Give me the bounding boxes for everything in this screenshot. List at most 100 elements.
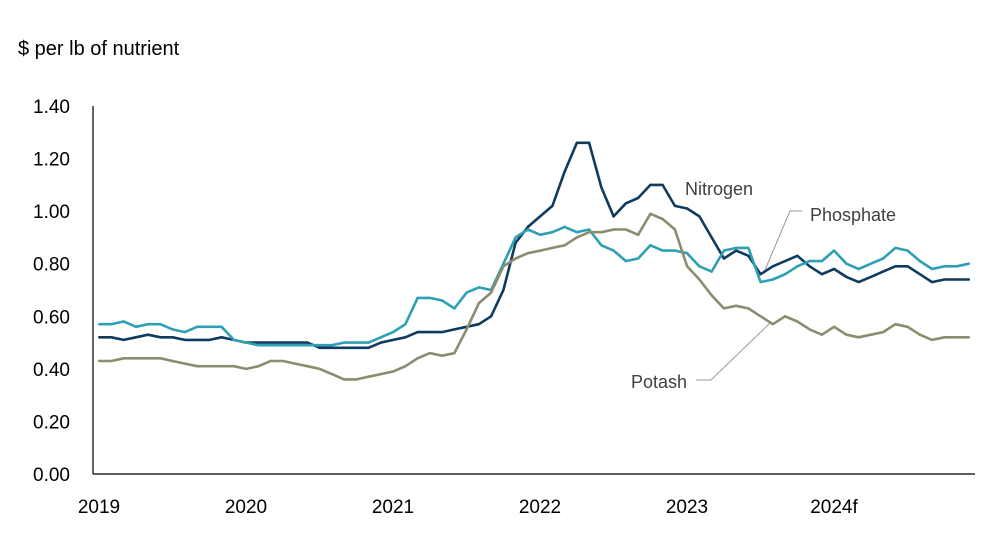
data-point-nitrogen bbox=[906, 265, 909, 268]
data-point-potash bbox=[318, 367, 321, 371]
data-point-potash bbox=[428, 351, 432, 355]
data-point-potash bbox=[722, 307, 726, 310]
data-point-nitrogen bbox=[845, 275, 848, 279]
data-point-potash bbox=[894, 323, 897, 326]
y-tick-label: 1.00 bbox=[33, 202, 70, 223]
data-point-phosphate bbox=[869, 262, 873, 265]
data-point-nitrogen bbox=[404, 336, 407, 339]
data-point-potash bbox=[783, 315, 787, 318]
data-point-potash bbox=[930, 338, 934, 342]
data-point-potash bbox=[734, 304, 738, 307]
data-point-potash bbox=[771, 323, 775, 326]
series-points-nitrogen bbox=[97, 141, 971, 349]
data-point-potash bbox=[710, 294, 713, 297]
data-point-nitrogen bbox=[428, 330, 432, 334]
data-point-potash bbox=[232, 365, 236, 368]
data-point-nitrogen bbox=[208, 338, 211, 342]
data-point-nitrogen bbox=[122, 338, 125, 342]
data-point-potash bbox=[159, 357, 162, 360]
data-point-nitrogen bbox=[391, 338, 395, 342]
data-point-phosphate bbox=[710, 270, 713, 273]
data-point-nitrogen bbox=[881, 270, 885, 273]
data-point-phosphate bbox=[845, 262, 848, 265]
data-point-phosphate bbox=[195, 325, 199, 328]
data-point-nitrogen bbox=[710, 236, 713, 239]
data-point-phosphate bbox=[416, 296, 419, 300]
series-points-potash bbox=[97, 212, 971, 381]
data-point-phosphate bbox=[575, 231, 579, 234]
y-tick-label: 0.00 bbox=[33, 465, 70, 486]
data-point-potash bbox=[636, 233, 640, 236]
x-tick-label: 2021 bbox=[372, 497, 414, 518]
data-point-potash bbox=[391, 370, 395, 373]
data-point-potash bbox=[281, 359, 285, 363]
data-point-potash bbox=[269, 359, 272, 363]
data-point-nitrogen bbox=[183, 338, 187, 342]
data-point-phosphate bbox=[367, 341, 370, 344]
data-point-phosphate bbox=[342, 341, 346, 344]
data-point-potash bbox=[110, 359, 113, 363]
y-tick-label: 0.40 bbox=[33, 360, 70, 381]
data-point-nitrogen bbox=[489, 315, 493, 318]
data-point-phosphate bbox=[355, 341, 358, 344]
data-point-phosphate bbox=[673, 249, 677, 252]
data-point-nitrogen bbox=[747, 254, 750, 257]
series-label-potash: Potash bbox=[631, 372, 687, 392]
data-point-potash bbox=[244, 367, 248, 371]
data-point-phosphate bbox=[600, 244, 603, 247]
data-point-phosphate bbox=[796, 265, 799, 268]
data-point-potash bbox=[967, 336, 971, 339]
data-point-phosphate bbox=[477, 286, 481, 289]
series-points-phosphate bbox=[97, 225, 971, 347]
data-point-phosphate bbox=[918, 259, 922, 263]
data-point-potash bbox=[367, 375, 370, 378]
data-point-phosphate bbox=[453, 307, 456, 310]
data-point-phosphate bbox=[269, 344, 272, 347]
data-point-phosphate bbox=[379, 336, 383, 339]
data-point-nitrogen bbox=[330, 346, 334, 349]
data-point-nitrogen bbox=[612, 215, 615, 218]
data-point-phosphate bbox=[244, 341, 248, 344]
data-point-potash bbox=[673, 228, 677, 231]
data-point-nitrogen bbox=[759, 273, 762, 276]
data-point-nitrogen bbox=[698, 215, 701, 218]
data-point-nitrogen bbox=[551, 204, 554, 208]
x-axis-ticks: 2019 2020 2021 2022 2023 2024f bbox=[78, 497, 859, 518]
data-point-phosphate bbox=[122, 320, 125, 323]
data-point-nitrogen bbox=[636, 196, 640, 200]
data-point-potash bbox=[171, 359, 174, 363]
data-point-nitrogen bbox=[857, 280, 860, 284]
data-point-potash bbox=[195, 365, 199, 368]
y-axis-unit-label: $ per lb of nutrient bbox=[18, 38, 180, 60]
data-point-potash bbox=[183, 362, 187, 365]
data-point-potash bbox=[465, 328, 468, 331]
data-point-potash bbox=[404, 365, 407, 368]
data-point-potash bbox=[551, 246, 554, 250]
x-tick-label: 2020 bbox=[225, 497, 267, 518]
data-point-potash bbox=[600, 231, 603, 234]
leader-line-phosphate bbox=[764, 210, 802, 271]
data-point-phosphate bbox=[293, 344, 297, 347]
data-point-potash bbox=[416, 357, 419, 360]
x-tick-label: 2023 bbox=[666, 497, 708, 518]
data-point-nitrogen bbox=[269, 341, 272, 344]
data-point-phosphate bbox=[967, 262, 971, 265]
data-point-phosphate bbox=[698, 265, 701, 268]
data-point-potash bbox=[624, 228, 628, 231]
data-point-phosphate bbox=[955, 265, 958, 268]
data-point-phosphate bbox=[208, 325, 211, 328]
data-point-phosphate bbox=[171, 328, 174, 331]
data-point-nitrogen bbox=[355, 346, 358, 349]
data-point-nitrogen bbox=[943, 278, 946, 281]
data-point-potash bbox=[306, 365, 309, 368]
data-point-potash bbox=[747, 307, 750, 310]
data-point-phosphate bbox=[881, 257, 885, 260]
data-point-nitrogen bbox=[195, 338, 199, 342]
data-point-phosphate bbox=[661, 249, 664, 252]
y-tick-label: 0.80 bbox=[33, 255, 70, 276]
data-point-phosphate bbox=[440, 299, 444, 302]
data-point-potash bbox=[649, 212, 652, 215]
data-point-nitrogen bbox=[110, 336, 113, 339]
data-point-potash bbox=[489, 291, 493, 294]
